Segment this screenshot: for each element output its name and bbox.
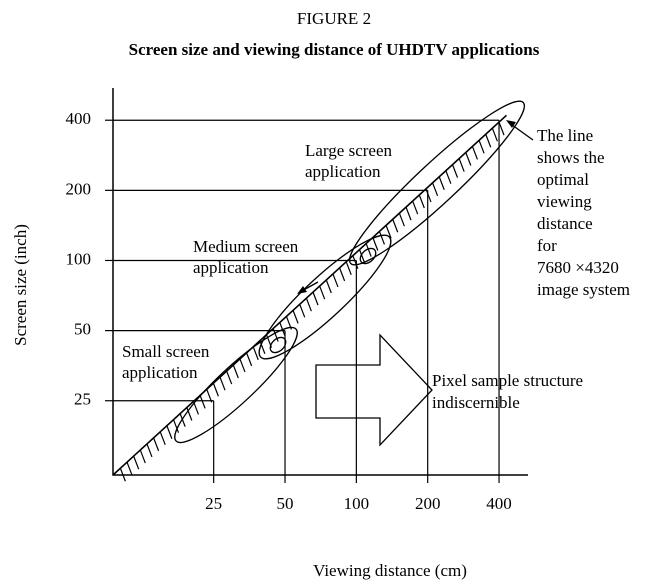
hatch — [226, 370, 233, 385]
large-region — [348, 100, 526, 266]
hatch — [159, 431, 166, 446]
overlap-marker — [359, 247, 377, 265]
hatch — [332, 273, 339, 288]
hatch — [179, 413, 186, 427]
hatch — [212, 383, 219, 397]
hatch — [232, 364, 239, 379]
annotation: optimal — [537, 170, 589, 189]
hatch — [491, 127, 498, 142]
x-tick-label: 50 — [277, 494, 294, 513]
hatch — [358, 249, 366, 263]
x-tick-label: 200 — [415, 494, 441, 513]
hatch — [425, 188, 432, 203]
x-tick-label: 100 — [344, 494, 370, 513]
optimal-line — [112, 114, 508, 476]
hatch — [465, 152, 472, 166]
hatch — [445, 170, 452, 184]
x-axis-label: Viewing distance (cm) — [313, 561, 467, 580]
x-tick-label: 400 — [486, 494, 512, 513]
hatch — [372, 237, 379, 251]
hatch — [451, 164, 459, 178]
hatch — [186, 407, 193, 421]
hatch — [279, 322, 286, 336]
hatch — [172, 419, 180, 433]
annotation: The line — [537, 126, 593, 145]
y-tick-label: 100 — [66, 249, 92, 268]
hatch — [312, 291, 319, 306]
hatch — [272, 328, 279, 342]
hatch — [166, 425, 173, 439]
hatch — [478, 140, 485, 154]
hatch — [206, 389, 213, 403]
annotation: application — [193, 258, 269, 277]
hatch — [126, 461, 133, 476]
hatch — [285, 316, 293, 330]
annotation: application — [122, 363, 198, 382]
hatch — [252, 346, 259, 361]
hatch — [392, 219, 399, 233]
hatch — [299, 304, 306, 318]
hatch — [119, 468, 126, 482]
chart-title: Screen size and viewing distance of UHDT… — [129, 40, 540, 59]
hatch — [199, 395, 206, 409]
y-tick-label: 200 — [66, 179, 92, 198]
small-region — [174, 326, 298, 444]
hatch — [438, 176, 445, 190]
hatch — [432, 182, 439, 197]
annotation: Large screen — [305, 141, 392, 160]
hatch — [405, 206, 412, 221]
annotation: image system — [537, 280, 630, 299]
arrow-head — [297, 286, 307, 294]
hatch — [385, 225, 392, 239]
hatch — [498, 121, 505, 136]
x-tick-label: 25 — [205, 494, 222, 513]
arrow-head — [506, 120, 516, 128]
annotation: Medium screen — [193, 237, 299, 256]
annotation: indiscernible — [432, 393, 520, 412]
figure-label: FIGURE 2 — [297, 9, 371, 28]
annotation: distance — [537, 214, 593, 233]
hatch — [365, 243, 372, 257]
annotation: application — [305, 162, 381, 181]
hatch — [458, 158, 465, 172]
hatch — [339, 267, 346, 282]
hatch — [239, 358, 246, 373]
y-tick-label: 50 — [74, 320, 91, 339]
annotation: for — [537, 236, 557, 255]
y-tick-label: 25 — [74, 390, 91, 409]
hatch — [305, 298, 312, 312]
annotation: Pixel sample structure — [432, 371, 583, 390]
y-axis-label: Screen size (inch) — [11, 224, 30, 346]
hatch — [146, 443, 153, 458]
hatch — [418, 194, 425, 209]
hatch — [345, 261, 352, 276]
annotation: viewing — [537, 192, 592, 211]
y-tick-label: 400 — [66, 109, 92, 128]
hatch — [259, 340, 266, 354]
annotation: Small screen — [122, 342, 210, 361]
hatch — [192, 401, 200, 415]
hatch — [485, 134, 492, 148]
hatch — [398, 212, 405, 227]
hatch — [139, 449, 146, 464]
hatch — [471, 146, 478, 160]
hatch — [319, 285, 326, 300]
hatch — [412, 200, 419, 215]
hatch — [133, 455, 140, 470]
hatch — [352, 255, 359, 269]
hatch — [265, 334, 273, 348]
hatch — [325, 279, 332, 294]
hatch — [292, 310, 299, 324]
region-arrow — [315, 333, 433, 447]
annotation: 7680 ×4320 — [537, 258, 619, 277]
hatch — [219, 376, 226, 391]
medium-region — [258, 234, 392, 360]
annotation: shows the — [537, 148, 605, 167]
hatch — [153, 437, 160, 452]
hatch — [378, 231, 386, 245]
hatch — [246, 352, 253, 367]
